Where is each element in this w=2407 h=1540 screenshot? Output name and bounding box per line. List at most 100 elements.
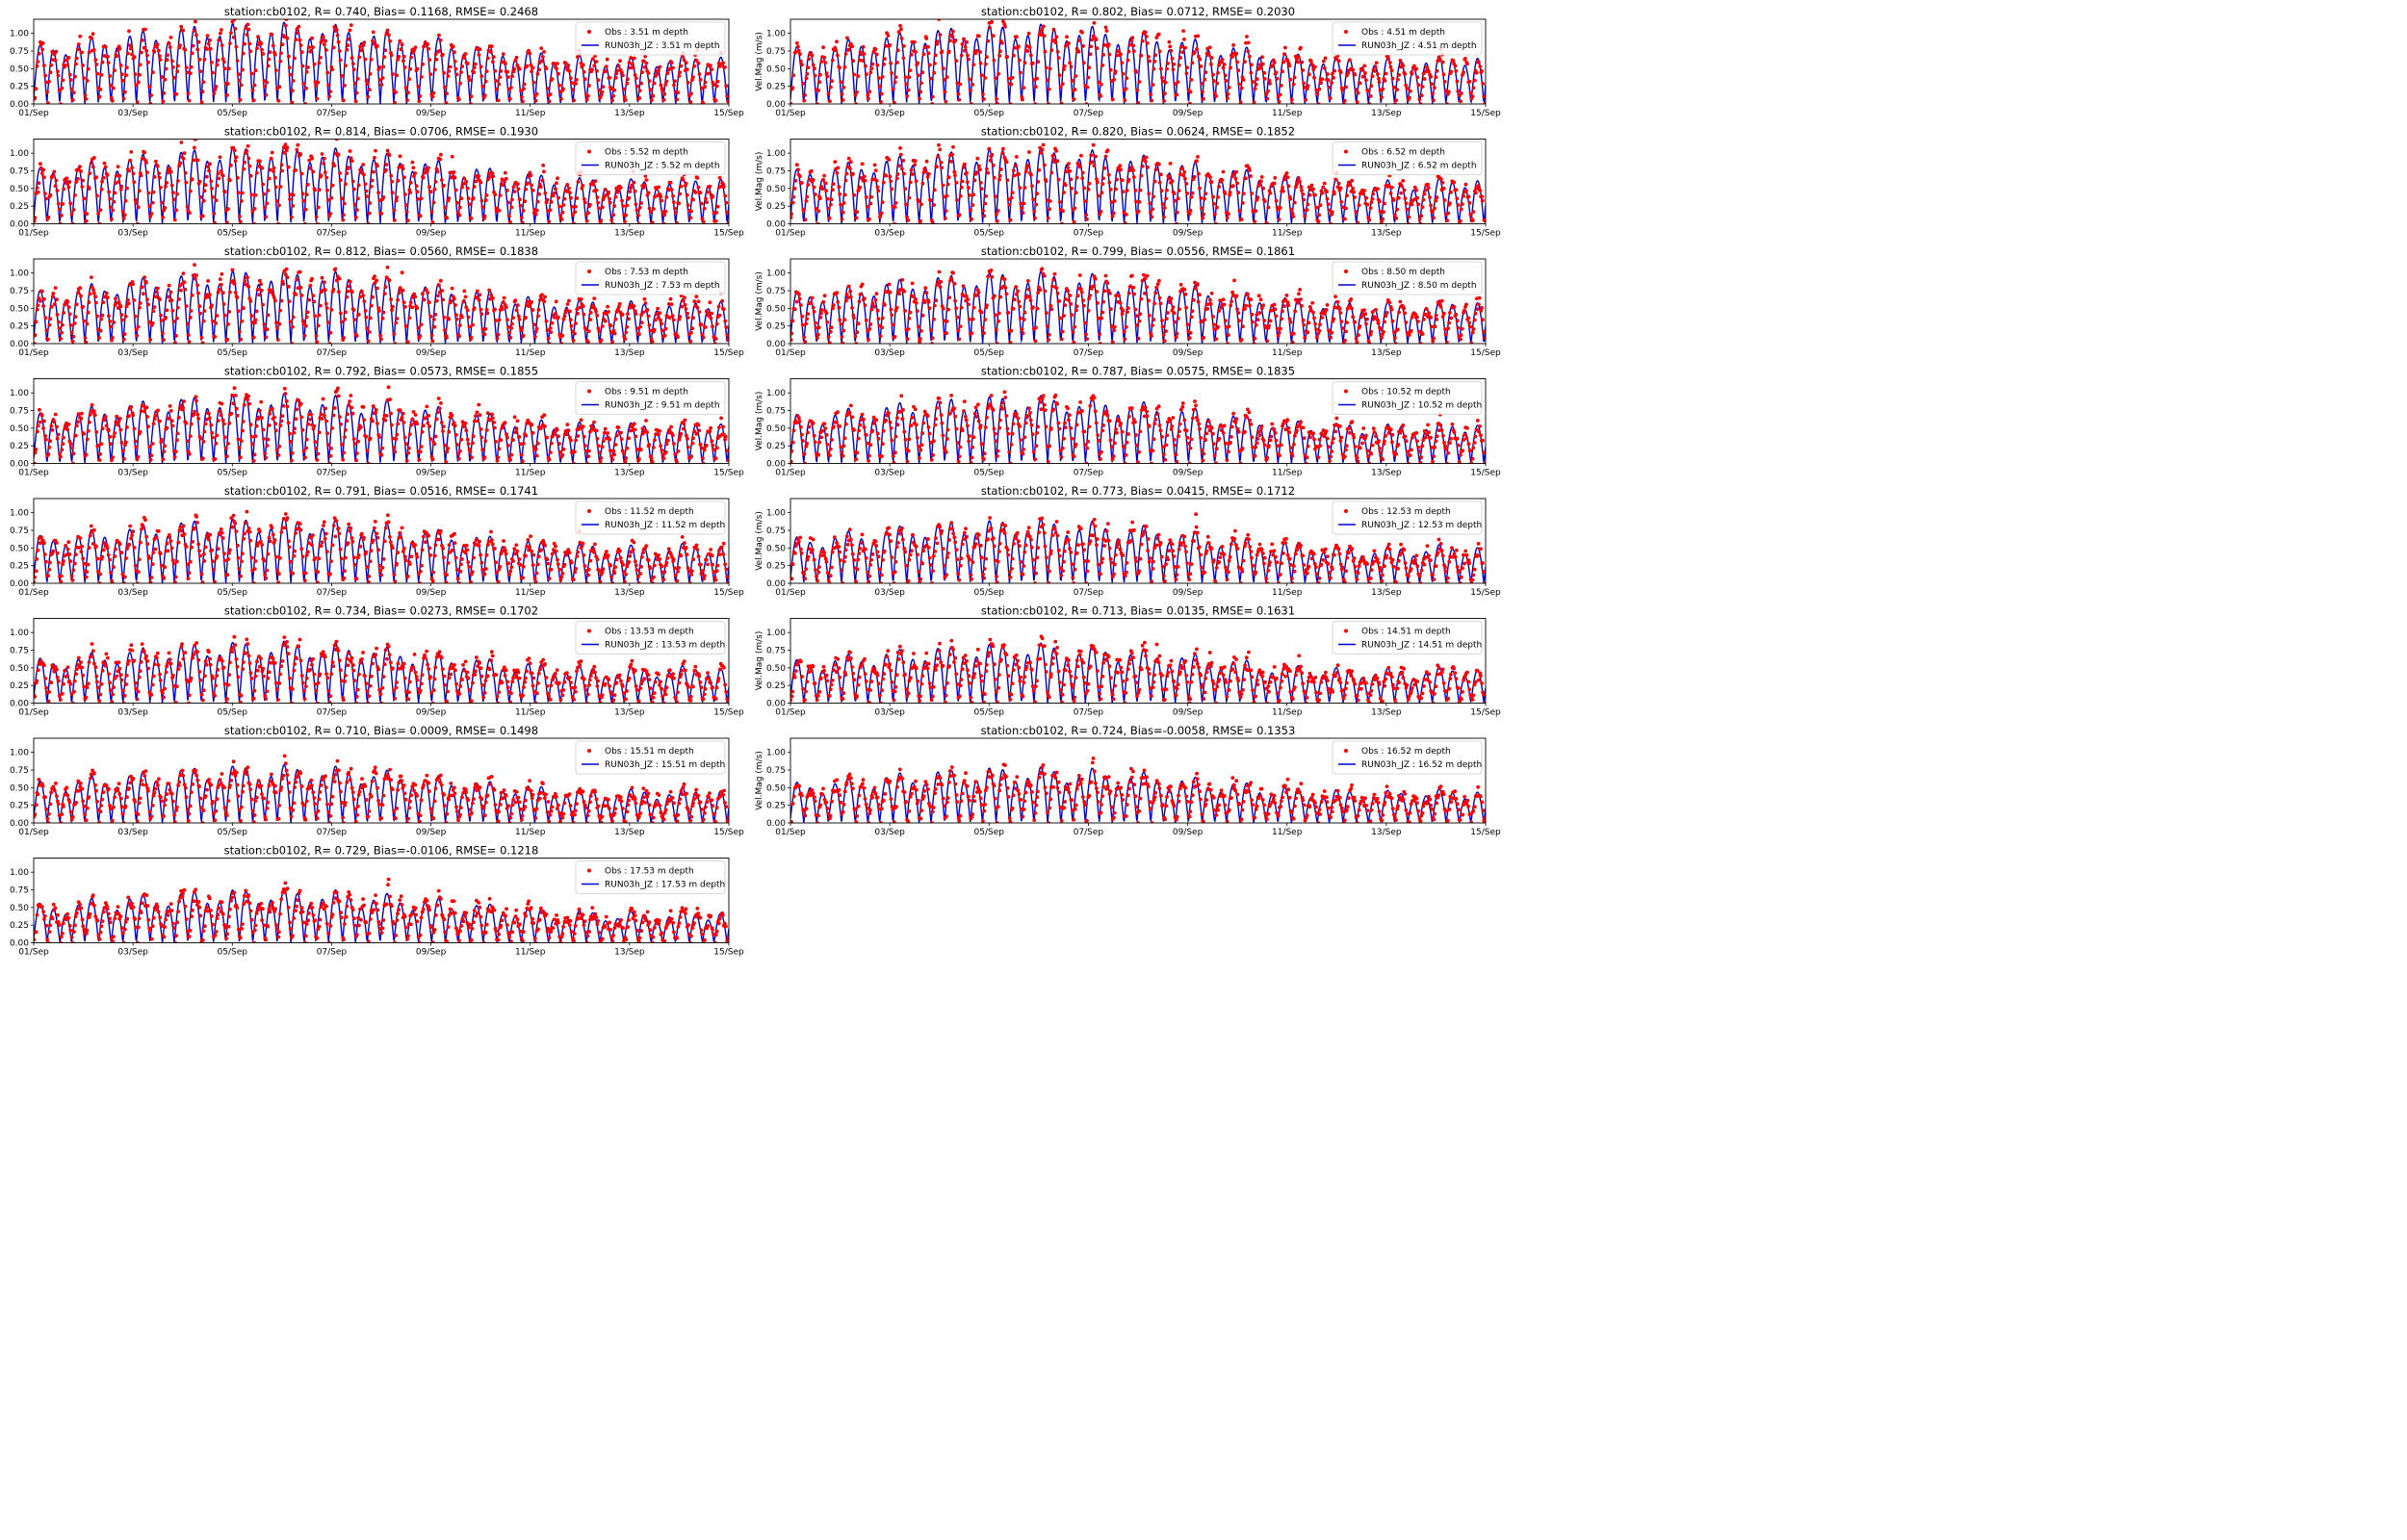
x-tick-label: 15/Sep [1470,109,1501,118]
obs-point [1087,296,1091,301]
obs-point [313,188,317,192]
obs-point [803,340,808,344]
obs-point [99,317,104,321]
obs-point [1471,210,1476,214]
obs-point [245,148,249,153]
obs-point [336,386,340,391]
obs-point [215,433,220,438]
obs-point [238,219,243,224]
obs-point [529,63,533,67]
obs-point [709,425,712,430]
obs-point [216,58,220,63]
obs-point [1245,35,1249,38]
obs-point [860,162,865,167]
obs-point [353,99,358,104]
obs-point [228,290,232,295]
obs-point [618,59,622,64]
obs-point [433,434,438,439]
obs-point [1178,172,1182,177]
obs-point [359,48,364,52]
obs-point [1089,153,1094,158]
obs-point [426,42,430,46]
obs-point [627,61,632,65]
obs-point [176,64,180,68]
obs-point [321,397,325,401]
obs-point [1270,64,1275,68]
obs-point [675,97,680,102]
obs-point [1094,38,1099,41]
obs-point [1158,301,1163,306]
obs-point [702,448,707,452]
obs-point [899,37,904,40]
obs-point [465,186,470,191]
obs-point [701,461,706,464]
obs-point [415,422,420,426]
obs-points [34,263,729,344]
obs-point [1217,185,1221,189]
obs-point [371,295,375,299]
obs-point [346,43,350,48]
obs-point [320,38,324,42]
obs-point [83,93,88,97]
obs-point [680,304,685,309]
obs-point [971,203,975,207]
obs-point [583,444,587,448]
obs-point [393,342,398,344]
obs-point [302,333,307,338]
obs-point [564,308,569,312]
obs-point [918,340,921,344]
obs-point [401,421,406,424]
obs-point [633,309,637,314]
obs-point [1383,201,1386,206]
obs-point [152,305,157,309]
obs-point [136,324,141,329]
obs-point [142,409,146,414]
obs-point [1307,192,1312,197]
obs-point [951,270,955,275]
obs-point [1470,330,1475,335]
obs-point [53,412,58,417]
obs-point [1477,302,1481,307]
obs-point [524,316,528,320]
obs-point [1278,206,1282,210]
obs-point [939,161,944,165]
obs-point [1136,336,1141,341]
obs-point [539,425,543,430]
obs-point [540,178,545,183]
obs-point [1339,200,1344,204]
obs-point [1446,90,1451,94]
obs-point [974,48,979,53]
obs-point [1130,273,1134,278]
obs-point [531,322,536,326]
obs-point [418,214,423,218]
obs-point [611,449,616,453]
obs-point [1361,192,1365,196]
obs-point [110,335,115,340]
obs-point [298,152,303,157]
legend-model-label: RUN03h_JZ : 5.52 m depth [605,162,720,171]
obs-point [619,430,623,435]
obs-point [276,98,281,103]
obs-point [1081,61,1086,65]
obs-point [1058,316,1063,321]
obs-point [652,327,657,332]
obs-point [707,314,711,318]
obs-point [393,218,397,222]
obs-point [1376,72,1380,76]
obs-point [175,431,180,436]
obs-point [196,291,200,295]
obs-point [213,88,218,91]
obs-point [368,201,373,205]
obs-point [305,310,310,315]
obs-point [351,308,356,312]
obs-point [1292,75,1297,80]
obs-point [178,43,182,47]
obs-point [144,49,149,53]
obs-point [1003,24,1007,29]
obs-point [256,35,260,38]
obs-point [1404,83,1409,88]
obs-point [346,412,349,417]
obs-point [555,427,559,432]
obs-point [373,274,376,279]
